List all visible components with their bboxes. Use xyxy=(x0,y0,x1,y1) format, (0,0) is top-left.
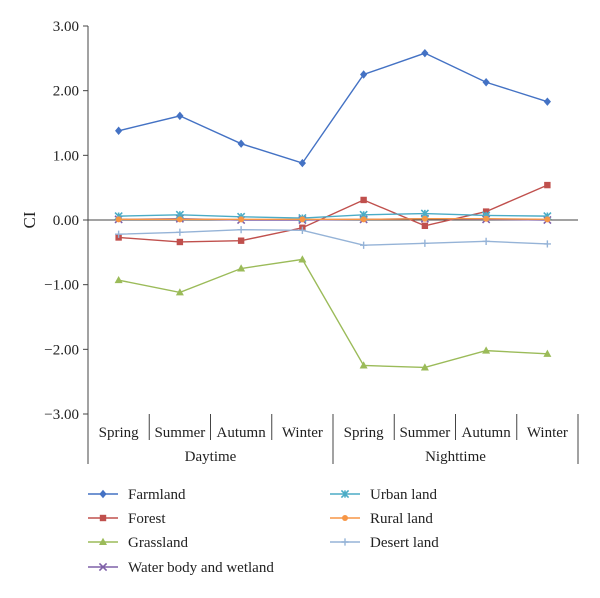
y-axis-label: CI xyxy=(20,211,39,228)
data-point xyxy=(298,226,306,234)
data-point xyxy=(544,181,551,189)
data-point xyxy=(298,158,306,168)
data-point xyxy=(176,111,184,121)
legend-item: Farmland xyxy=(88,487,186,503)
y-tick-label: 3.00 xyxy=(53,19,79,35)
data-point xyxy=(359,361,368,369)
data-point xyxy=(420,363,429,371)
x-group-label: Daytime xyxy=(185,449,237,465)
legend-marker xyxy=(98,562,108,572)
legend-label: Water body and wetland xyxy=(128,560,274,576)
data-point xyxy=(543,240,551,248)
series-desert-land xyxy=(115,226,551,249)
series-line xyxy=(118,52,548,164)
y-tick-label: −1.00 xyxy=(44,278,79,294)
data-point xyxy=(482,237,490,245)
x-category-label: Spring xyxy=(344,425,385,441)
legend-item: Grassland xyxy=(88,535,188,551)
data-point xyxy=(176,238,184,246)
axes: 3.00 2.00 1.00 0.00 −1.00 −2.00 −3.00 Spring Sum… xyxy=(44,19,579,465)
legend: Farmland Forest Grassland Water body and we… xyxy=(88,487,439,576)
series-line xyxy=(118,228,548,246)
legend-item: Desert land xyxy=(330,535,439,551)
legend-label: Forest xyxy=(128,511,166,527)
legend-item: Water body and wetland xyxy=(88,560,274,576)
x-category-label: Winter xyxy=(282,425,323,441)
series-line xyxy=(118,218,548,221)
data-point xyxy=(115,216,122,223)
legend-marker xyxy=(99,514,107,522)
legend-marker xyxy=(341,538,349,546)
data-point xyxy=(237,237,245,244)
series-line xyxy=(118,184,548,243)
legend-label: Grassland xyxy=(128,535,188,551)
x-category-label: Autumn xyxy=(217,425,267,441)
data-point xyxy=(543,349,552,357)
y-tick-label: 2.00 xyxy=(53,84,79,100)
data-point xyxy=(176,216,183,223)
data-point xyxy=(421,222,429,230)
series-farmland xyxy=(115,48,551,168)
x-group-label: Nighttime xyxy=(425,449,486,465)
legend-item: Urban land xyxy=(330,487,438,503)
y-tick-label: −3.00 xyxy=(44,407,79,423)
data-point xyxy=(237,139,245,148)
data-point xyxy=(237,226,245,234)
data-point xyxy=(421,239,429,247)
series-line xyxy=(118,212,548,219)
data-point xyxy=(176,228,184,236)
data-point xyxy=(482,78,490,87)
y-tick-label: −2.00 xyxy=(44,342,79,358)
legend-marker xyxy=(342,515,348,521)
legend-item: Forest xyxy=(88,511,166,527)
y-tick-label: 0.00 xyxy=(53,213,79,229)
data-point xyxy=(360,196,367,204)
data-point xyxy=(114,275,123,284)
data-point xyxy=(482,208,490,215)
data-point xyxy=(115,126,123,135)
series-rural-land xyxy=(115,215,551,223)
data-point xyxy=(237,264,246,272)
data-point xyxy=(175,288,184,296)
data-point xyxy=(544,216,551,223)
data-point xyxy=(298,255,307,263)
data-point xyxy=(483,215,490,222)
y-tick-label: 1.00 xyxy=(53,148,79,164)
data-point xyxy=(360,241,368,249)
legend-label: Desert land xyxy=(370,535,439,551)
legend-item: Rural land xyxy=(330,511,433,527)
data-point xyxy=(360,70,368,79)
series-line xyxy=(118,258,548,369)
x-category-label: Autumn xyxy=(462,425,512,441)
data-point xyxy=(421,215,428,222)
data-point xyxy=(543,97,551,106)
data-point xyxy=(299,216,306,223)
legend-marker xyxy=(340,489,350,499)
data-point xyxy=(482,346,491,354)
legend-label: Urban land xyxy=(370,487,438,503)
legend-marker xyxy=(99,537,107,545)
x-category-label: Summer xyxy=(154,425,205,441)
series-grassland xyxy=(114,255,552,371)
data-point xyxy=(115,230,123,238)
data-point xyxy=(238,216,245,223)
data-point xyxy=(360,216,367,223)
series-layer xyxy=(114,48,552,371)
x-category-label: Summer xyxy=(399,425,450,441)
legend-label: Farmland xyxy=(128,487,186,503)
x-category-label: Spring xyxy=(99,425,140,441)
x-category-label: Winter xyxy=(527,425,568,441)
legend-label: Rural land xyxy=(370,511,433,527)
legend-marker xyxy=(99,489,107,499)
data-point xyxy=(421,48,429,58)
